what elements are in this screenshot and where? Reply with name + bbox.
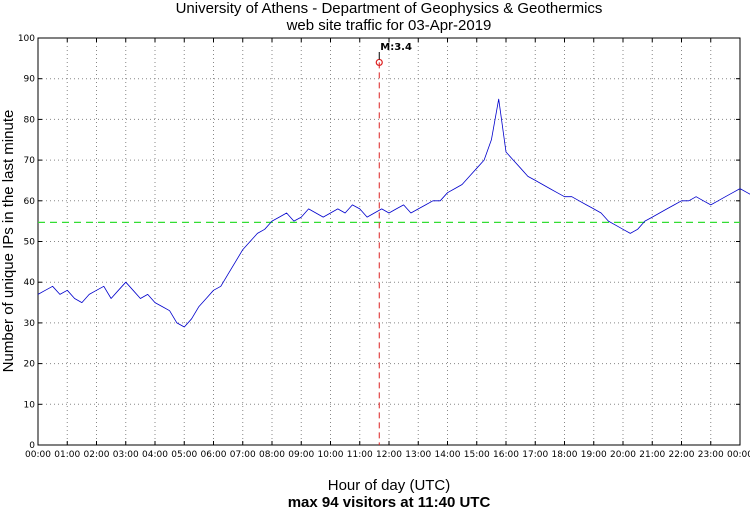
- series-line: [37, 98, 750, 328]
- x-tick-label: 15:00: [464, 450, 490, 460]
- x-tick-label: 17:00: [522, 450, 548, 460]
- x-tick-label: 20:00: [610, 450, 636, 460]
- x-tick-label: 08:00: [259, 450, 285, 460]
- x-tick-label: 00:00: [727, 450, 750, 460]
- x-tick-label: 23:00: [698, 450, 724, 460]
- y-tick-label: 10: [24, 400, 36, 410]
- x-tick-label: 12:00: [376, 450, 402, 460]
- chart-subtitle: web site traffic for 03-Apr-2019: [286, 17, 492, 34]
- x-tick-label: 07:00: [230, 450, 256, 460]
- y-axis-ticks: 0 10 20 30 40 50 60 70 80 90 100: [18, 34, 740, 451]
- x-tick-label: 06:00: [201, 450, 227, 460]
- x-tick-label: 14:00: [435, 450, 461, 460]
- chart-title: University of Athens - Department of Geo…: [176, 0, 603, 17]
- y-tick-label: 70: [24, 156, 36, 166]
- y-tick-label: 30: [24, 319, 36, 329]
- x-axis-label: Hour of day (UTC): [328, 477, 451, 494]
- y-tick-label: 40: [24, 278, 36, 288]
- x-tick-label: 10:00: [318, 450, 344, 460]
- x-axis-ticks: 00:00 01:00 02:00 03:00 04:00 05:00 06:00 07:00…: [25, 38, 750, 460]
- x-tick-label: 21:00: [639, 450, 665, 460]
- x-tick-label: 22:00: [669, 450, 695, 460]
- chart-footer: max 94 visitors at 11:40 UTC: [288, 494, 491, 511]
- x-tick-label: 01:00: [54, 450, 80, 460]
- x-tick-label: 11:00: [347, 450, 373, 460]
- y-tick-label: 20: [24, 360, 36, 370]
- x-tick-label: 13:00: [405, 450, 431, 460]
- x-tick-label: 04:00: [142, 450, 168, 460]
- x-tick-label: 18:00: [552, 450, 578, 460]
- y-tick-label: 60: [24, 197, 36, 207]
- x-tick-label: 03:00: [113, 450, 139, 460]
- y-tick-label: 0: [29, 441, 35, 451]
- x-tick-label: 00:00: [25, 450, 51, 460]
- grid-lines: [38, 38, 740, 445]
- x-tick-label: 05:00: [171, 450, 197, 460]
- x-tick-label: 09:00: [288, 450, 314, 460]
- x-tick-label: 16:00: [493, 450, 519, 460]
- y-tick-label: 80: [24, 115, 36, 125]
- x-tick-label: 19:00: [581, 450, 607, 460]
- y-axis-label: Number of unique IPs in the last minute: [0, 110, 17, 373]
- y-tick-label: 100: [18, 34, 35, 44]
- annotation-label: M:3.4: [380, 42, 412, 53]
- x-tick-label: 02:00: [84, 450, 110, 460]
- y-tick-label: 90: [24, 75, 36, 85]
- y-tick-label: 50: [24, 238, 36, 248]
